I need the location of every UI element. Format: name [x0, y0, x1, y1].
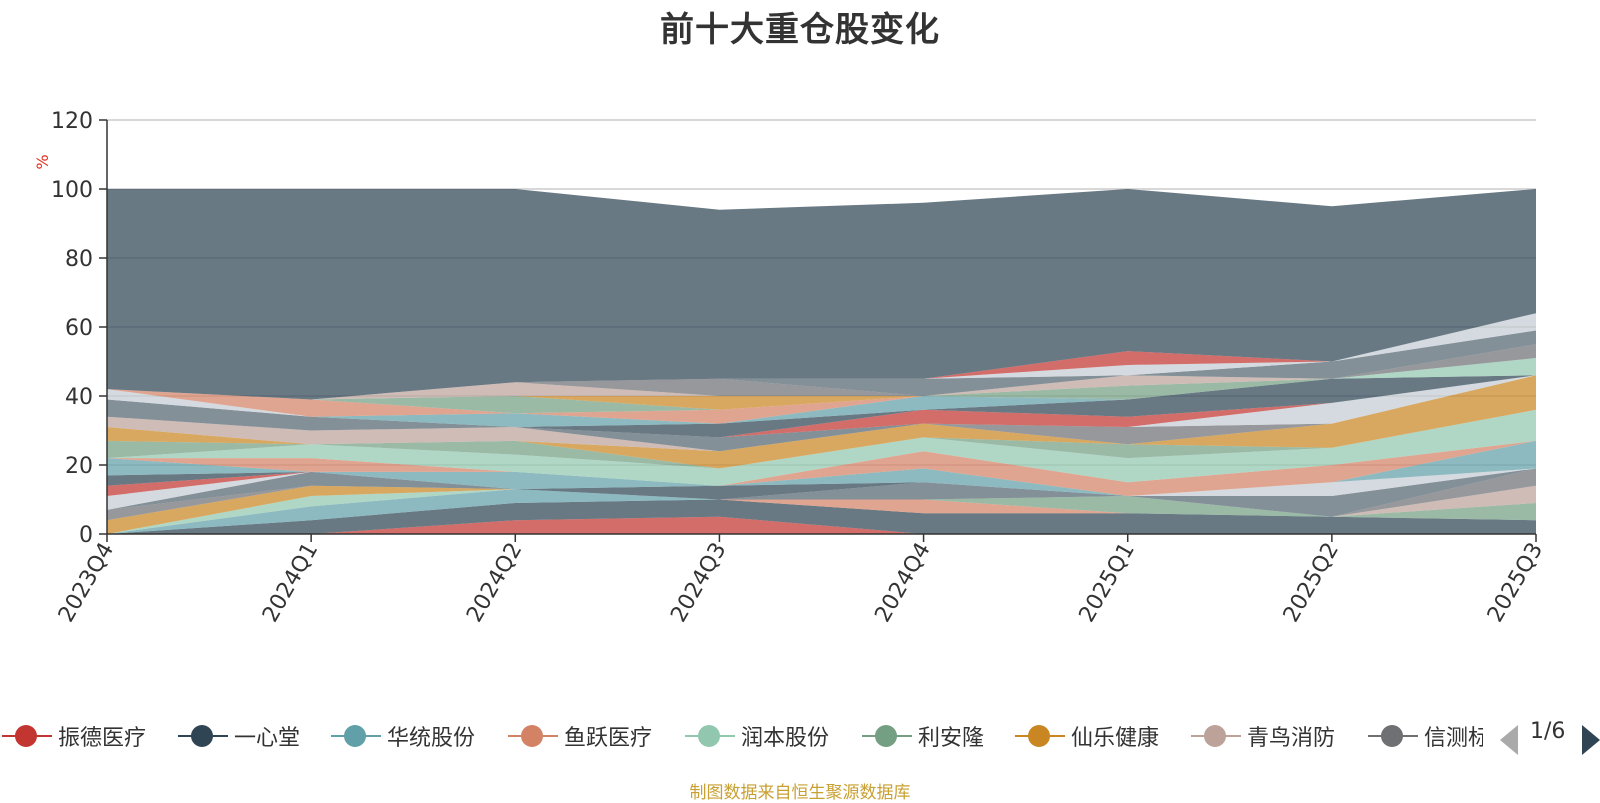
legend-item[interactable]: 润本股份: [685, 718, 829, 754]
area-series-10: [107, 468, 1536, 517]
area-series-30: [107, 358, 1536, 400]
legend-item[interactable]: 一心堂: [178, 718, 300, 754]
legend-item[interactable]: 华统股份: [331, 718, 475, 754]
area-series-24: [107, 375, 1536, 438]
area-series-2: [107, 499, 1536, 534]
area-series-35: [107, 189, 1536, 400]
x-tick-label: 2024Q4: [870, 539, 935, 627]
y-tick-label: 20: [65, 454, 93, 479]
legend: 振德医疗 一心堂 华统股份 鱼跃医疗 润本股份 利安隆 仙乐健康 青鸟消防 信测标准: [0, 718, 1600, 754]
legend-page-indicator: 1/6: [1530, 719, 1566, 744]
area-series-14: [107, 440, 1536, 497]
legend-label: 利安隆: [918, 726, 985, 751]
area-series-32: [107, 330, 1536, 400]
y-tick-label: 80: [65, 247, 93, 272]
legend-item[interactable]: 仙乐健康: [1015, 718, 1159, 754]
legend-label: 仙乐健康: [1071, 726, 1160, 751]
legend-next-page-icon[interactable]: [1582, 725, 1600, 755]
x-tick-label: 2025Q3: [1483, 539, 1548, 627]
area-series-6: [107, 489, 1536, 534]
legend-marker-icon: [1191, 724, 1241, 748]
area-series-20: [107, 375, 1536, 452]
x-tick-label: 2023Q4: [54, 539, 119, 627]
legend-marker-icon: [862, 724, 912, 748]
legend-marker-icon: [2, 724, 52, 748]
legend-label: 青鸟消防: [1247, 726, 1336, 751]
area-series-19: [107, 375, 1536, 452]
area-series-22: [107, 375, 1536, 438]
legend-item[interactable]: 鱼跃医疗: [508, 718, 652, 754]
y-tick-label: 60: [65, 316, 93, 341]
legend-label: 华统股份: [387, 726, 476, 751]
legend-label: 信测标准: [1424, 726, 1483, 751]
x-tick-label: 2024Q1: [258, 539, 323, 627]
legend-marker-icon: [178, 724, 228, 748]
area-series-16: [107, 409, 1536, 486]
y-tick-label: 120: [51, 109, 93, 134]
area-series-26: [107, 375, 1536, 424]
area-series-28: [107, 358, 1536, 414]
legend-prev-page-icon[interactable]: [1500, 725, 1518, 755]
source-note: 制图数据来自恒生聚源数据库: [689, 783, 911, 803]
x-tick-label: 2025Q1: [1075, 539, 1140, 627]
legend-marker-icon: [1368, 724, 1418, 748]
legend-item[interactable]: 利安隆: [862, 718, 984, 754]
area-series-23: [107, 375, 1536, 438]
legend-item[interactable]: 青鸟消防: [1191, 718, 1335, 754]
y-tick-label: 40: [65, 385, 93, 410]
legend-marker-icon: [685, 724, 735, 748]
area-series-29: [107, 358, 1536, 410]
y-axis-label: %: [33, 154, 52, 169]
area-series-25: [107, 375, 1536, 428]
legend-marker-icon: [508, 724, 558, 748]
area-series-3: [107, 489, 1536, 534]
y-tick-label: 100: [51, 178, 93, 203]
x-tick-label: 2024Q3: [666, 539, 731, 627]
legend-item[interactable]: 信测标准: [1368, 718, 1483, 754]
area-series-layer: [107, 189, 1536, 534]
area-series-17: [107, 409, 1536, 469]
area-series-11: [107, 468, 1536, 510]
legend-label: 鱼跃医疗: [564, 726, 653, 751]
legend-label: 振德医疗: [58, 726, 147, 751]
stacked-area-chart: 0 20 40 60 80 100 120 2023Q4 2024Q1 2024Q2 2024Q3 2…: [33, 109, 1548, 627]
chart-title: 前十大重仓股变化: [660, 10, 940, 50]
legend-label: 一心堂: [234, 726, 301, 751]
x-tick-label: 2024Q2: [462, 539, 527, 627]
x-tick-label: 2025Q2: [1279, 539, 1344, 627]
area-series-18: [107, 375, 1536, 469]
legend-items: 振德医疗 一心堂 华统股份 鱼跃医疗 润本股份 利安隆 仙乐健康 青鸟消防 信测标准: [0, 718, 1483, 754]
y-tick-label: 0: [79, 523, 93, 548]
legend-item[interactable]: 振德医疗: [2, 718, 146, 754]
area-series-31: [107, 344, 1536, 400]
legend-marker-icon: [331, 724, 381, 748]
area-series-21: [107, 375, 1536, 452]
legend-label: 润本股份: [741, 726, 830, 751]
legend-marker-icon: [1015, 724, 1065, 748]
